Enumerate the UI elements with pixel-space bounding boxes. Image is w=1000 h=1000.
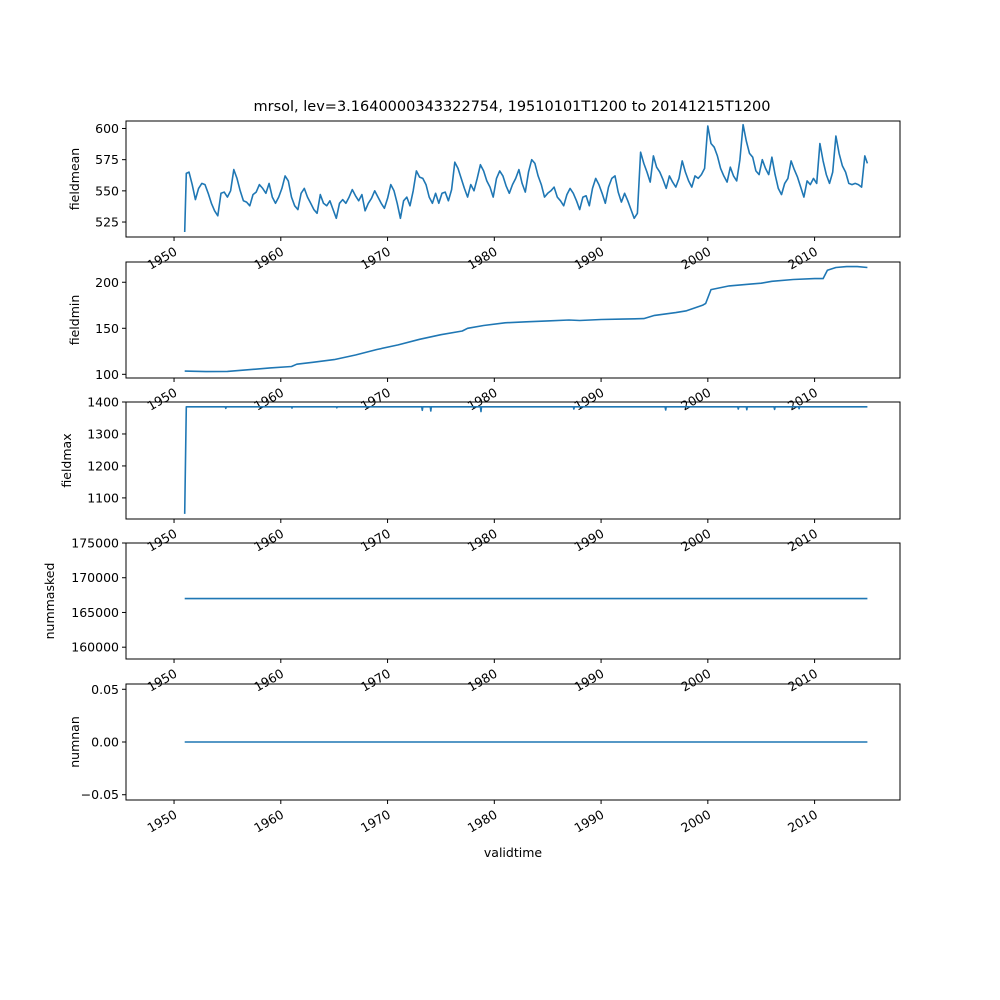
y-tick-label: 100 [95,367,119,382]
x-tick-label: 1980 [465,666,500,695]
x-tick-label: 1960 [251,385,286,414]
x-tick-label: 1950 [144,244,179,273]
panel-fieldmin: 100 150 200 1950 1960 1970 1980 1990 2000 2010 fie… [67,261,901,414]
x-tick-label: 1970 [358,807,393,836]
x-tick-label: 1960 [251,666,286,695]
x-tick-label: 1970 [358,385,393,414]
y-tick-label: 575 [95,152,119,167]
x-tick-label: 1970 [358,244,393,273]
y-axis-label: fieldmax [59,433,74,487]
panel-numnan: −0.05 0.00 0.05 1950 1960 1970 1980 1990 2000 201… [67,682,901,860]
x-tick-label: 2010 [785,666,820,695]
y-axis-label: nummasked [42,563,57,640]
y-tick-label: 165000 [71,605,119,620]
x-tick-label: 1950 [144,526,179,555]
x-axis-label: validtime [484,845,542,860]
y-tick-label: 1100 [87,490,119,505]
y-axis-label: numnan [67,716,82,768]
y-tick-label: 1200 [87,458,119,473]
panel-fieldmean: 525 550 575 600 1950 1960 1970 1980 1990 2000 2010… [67,120,901,273]
x-tick-label: 2000 [678,666,713,695]
x-tick-label: 1960 [251,244,286,273]
x-tick-label: 1990 [572,385,607,414]
plot-frame [125,120,901,238]
series-line-fieldmean [183,123,869,233]
x-tick-label: 1960 [251,526,286,555]
x-tick-label: 2000 [678,244,713,273]
x-tick-label: 1980 [465,807,500,836]
panel-nummasked: 160000 165000 170000 175000 1950 1960 1970 1980… [42,536,901,695]
plot-frame [125,401,901,520]
x-tick-label: 1990 [572,807,607,836]
x-tick-label: 1960 [251,807,286,836]
x-tick-label: 1970 [358,666,393,695]
y-axis-label: fieldmin [67,295,82,346]
y-tick-label: 550 [95,183,119,198]
x-tick-label: 1990 [572,666,607,695]
y-tick-label: 0.05 [91,682,119,697]
y-tick-label: 1300 [87,426,119,441]
x-tick-label: 1980 [465,244,500,273]
y-tick-label: 150 [95,321,119,336]
y-tick-label: 1400 [87,395,119,410]
y-tick-label: 160000 [71,640,119,655]
x-tick-label: 2010 [785,385,820,414]
x-tick-label: 2000 [678,807,713,836]
y-tick-label: 170000 [71,570,119,585]
series-line-fieldmin [184,265,868,373]
y-tick-label: 175000 [71,536,119,551]
y-tick-label: 200 [95,275,119,290]
y-tick-label: 600 [95,121,119,136]
x-tick-label: 1980 [465,526,500,555]
chart-title: mrsol, lev=3.1640000343322754, 19510101T… [254,99,771,115]
x-tick-label: 1950 [144,385,179,414]
plot-frame [125,261,901,379]
x-tick-label: 1970 [358,526,393,555]
y-tick-label: 0.00 [91,735,119,750]
x-tick-label: 1980 [465,385,500,414]
x-tick-label: 1990 [572,526,607,555]
x-tick-label: 1990 [572,244,607,273]
x-tick-label: 2010 [785,526,820,555]
plot-frame [125,542,901,660]
series-line-fieldmax [183,405,868,514]
x-tick-label: 2000 [678,526,713,555]
y-axis-label: fieldmean [67,148,82,210]
y-tick-label: 525 [95,215,119,230]
x-tick-label: 2000 [678,385,713,414]
x-tick-label: 1950 [144,666,179,695]
x-tick-label: 1950 [144,807,179,836]
x-tick-label: 2010 [785,807,820,836]
panel-fieldmax: 1100 1200 1300 1400 1950 1960 1970 1980 1990 2000… [59,395,901,555]
x-tick-label: 2010 [785,244,820,273]
y-tick-label: −0.05 [81,787,119,802]
